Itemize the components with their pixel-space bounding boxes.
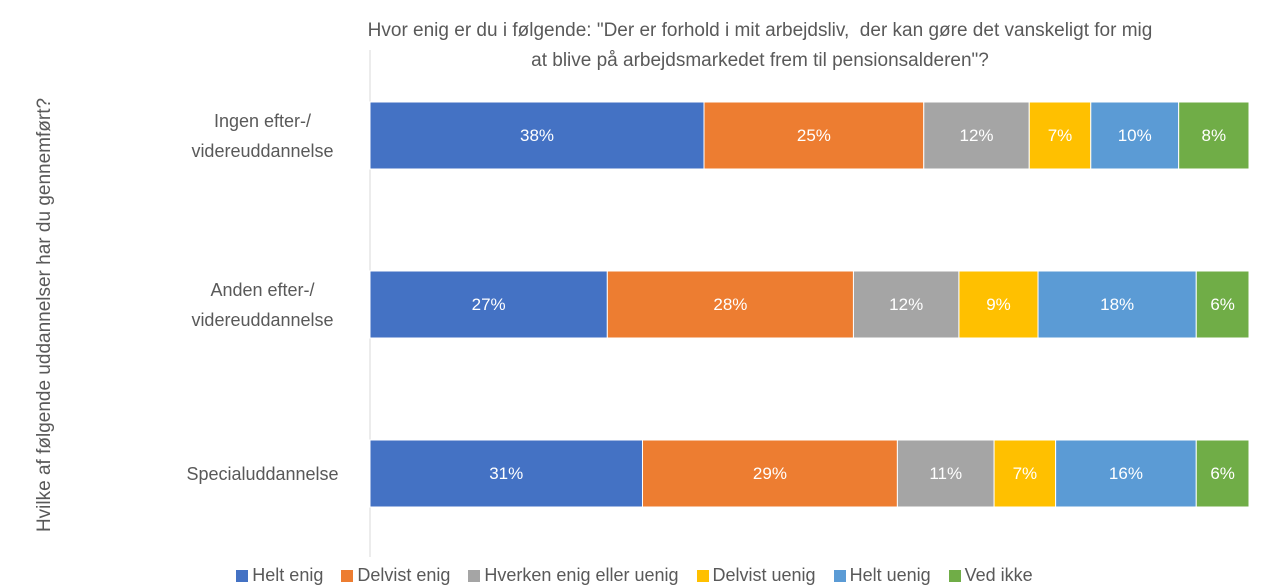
- chart-title: at blive på arbejdsmarkedet frem til pen…: [531, 50, 989, 71]
- y-axis-label: Hvilke af følgende uddannelser har du ge…: [34, 97, 55, 533]
- data-label: 25%: [797, 126, 831, 145]
- bar-segment: [369, 439, 643, 508]
- legend-swatch: [696, 569, 709, 582]
- legend-item: Helt uenig: [833, 565, 931, 586]
- bar-segment: [1028, 101, 1092, 170]
- data-label: 9%: [986, 295, 1011, 314]
- legend-label: Delvist uenig: [712, 565, 816, 585]
- legend-item: Delvist uenig: [696, 565, 816, 586]
- data-label: 28%: [713, 295, 747, 314]
- bar-segment: [896, 439, 995, 508]
- legend-item: Helt enig: [236, 565, 323, 586]
- legend-label: Delvist enig: [357, 565, 451, 585]
- legend-swatch: [948, 569, 961, 582]
- data-label: 11%: [929, 464, 962, 483]
- legend-label: Helt uenig: [849, 565, 931, 585]
- chart-title: Hvor enig er du i følgende: "Der er forh…: [367, 20, 1153, 41]
- bar-segment: [958, 270, 1039, 339]
- y-tick-label: Specialuddannelse: [186, 463, 339, 484]
- legend-swatch: [236, 569, 249, 582]
- legend-item: Ved ikke: [948, 565, 1033, 586]
- bar-segment: [923, 101, 1030, 170]
- legend-swatch: [468, 569, 481, 582]
- data-label: 6%: [1210, 295, 1235, 314]
- bar-segment: [1178, 101, 1250, 170]
- data-label: 38%: [520, 126, 554, 145]
- data-label: 8%: [1202, 126, 1227, 145]
- bar-segment: [606, 270, 854, 339]
- data-label: 16%: [1109, 464, 1143, 483]
- y-tick-label: Anden efter-/ videreuddannelse: [191, 279, 334, 330]
- legend-swatch: [341, 569, 354, 582]
- data-label: 12%: [959, 126, 993, 145]
- legend-swatch: [833, 569, 846, 582]
- bar-segment: [1195, 439, 1250, 508]
- legend-label: Hverken enig eller uenig: [484, 565, 679, 585]
- data-label: 27%: [472, 295, 506, 314]
- bar-segment: [703, 101, 925, 170]
- data-label: 29%: [753, 464, 787, 483]
- bar-segment: [993, 439, 1057, 508]
- bar-segment: [1195, 270, 1250, 339]
- legend-label: Helt enig: [252, 565, 324, 585]
- y-tick-label: Ingen efter-/ videreuddannelse: [191, 110, 334, 161]
- data-label: 31%: [489, 464, 523, 483]
- legend-item: Hverken enig eller uenig: [468, 565, 679, 586]
- bar-segment: [369, 101, 705, 170]
- legend: Helt enig Delvist enig Hverken enig eller …: [0, 565, 1269, 586]
- data-label: 12%: [889, 295, 923, 314]
- data-label: 18%: [1100, 295, 1134, 314]
- legend-item: Delvist enig: [341, 565, 450, 586]
- bar-segment: [852, 270, 960, 339]
- bar-segment: [641, 439, 898, 508]
- legend-label: Ved ikke: [964, 565, 1033, 585]
- data-label: 10%: [1118, 126, 1152, 145]
- bar-segment: [1037, 270, 1197, 339]
- bar-segment: [369, 270, 608, 339]
- bar-segment: [1090, 101, 1180, 170]
- data-label: 7%: [1048, 126, 1073, 145]
- data-label: 6%: [1210, 464, 1235, 483]
- data-label: 7%: [1013, 464, 1038, 483]
